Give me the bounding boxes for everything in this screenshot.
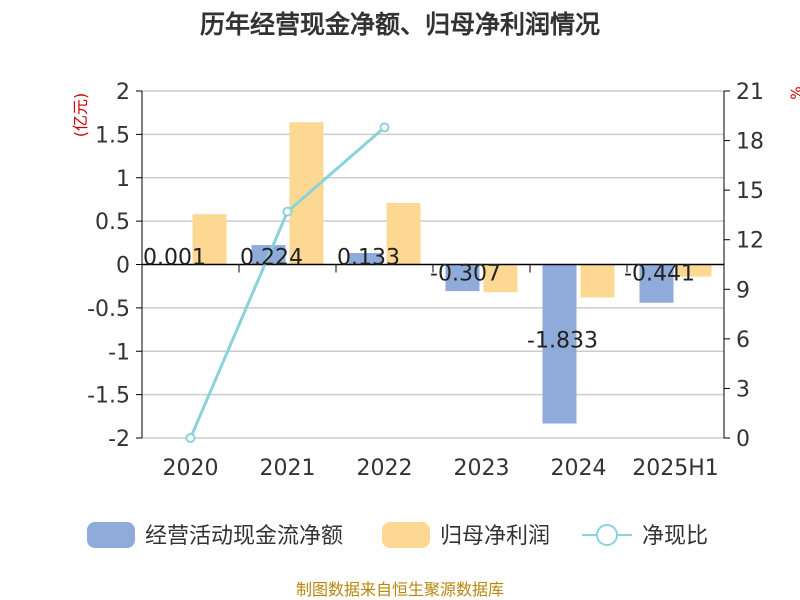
bar-cashflow — [639, 264, 674, 303]
data-labels: 0.001 0.224 0.133 -0.307 -1.833 -0.441 — [143, 246, 695, 354]
axes: 2 1.5 1 0.5 0 -0.5 -1 -1.5 -2 21 18 15 12 9 6 3 0 2020 202… — [87, 80, 764, 481]
bar-value-label: 0.001 — [143, 246, 206, 271]
right-axis-tick-label: 12 — [736, 229, 764, 254]
legend-label-cashflow: 经营活动现金流净额 — [145, 524, 343, 549]
bar-cashflow — [445, 264, 480, 292]
bar-value-label: -0.441 — [624, 262, 695, 287]
ratio-line — [189, 126, 386, 439]
x-axis-tick-label: 2025H1 — [632, 456, 719, 481]
x-axis-tick-label: 2024 — [551, 456, 607, 481]
ratio-point — [185, 433, 196, 443]
bar-profit — [580, 264, 615, 298]
right-axis-tick-label: 9 — [736, 278, 750, 303]
bar-profit — [386, 202, 421, 265]
x-axis-tick-label: 2022 — [357, 456, 413, 481]
left-axis-tick-label: -2 — [108, 427, 130, 452]
ratio-point — [282, 206, 293, 217]
left-axis-tick-label: 1.5 — [95, 123, 130, 148]
left-axis-tick-label: 2 — [116, 80, 130, 105]
left-axis-tick-label: 0.5 — [95, 210, 130, 235]
ratio-point — [379, 122, 390, 133]
right-axis-tick-label: 6 — [736, 328, 750, 353]
bar-value-label: -0.307 — [430, 262, 501, 287]
legend-swatch-cashflow — [87, 522, 135, 548]
bar-value-label: 0.224 — [240, 246, 303, 271]
left-axis-tick-label: 1 — [116, 167, 130, 192]
right-axis-tick-label: 18 — [736, 130, 764, 155]
chart-title: 历年经营现金净额、归母净利润情况 — [200, 10, 600, 39]
legend-swatch-profit — [382, 522, 430, 548]
legend-marker-ratio — [596, 524, 618, 546]
left-axis-tick-label: -0.5 — [87, 297, 130, 322]
legend-label-profit: 归母净利润 — [440, 524, 550, 549]
right-axis-tick-label: 0 — [736, 427, 750, 452]
x-axis-tick-label: 2021 — [260, 456, 316, 481]
bar-profit — [192, 214, 227, 265]
bar-series — [154, 122, 712, 424]
x-axis-tick-label: 2020 — [163, 456, 219, 481]
bar-cashflow — [542, 264, 577, 424]
grid-lines — [142, 90, 724, 439]
left-axis-tick-label: -1 — [108, 340, 130, 365]
bar-value-label: -1.833 — [527, 329, 598, 354]
bar-cashflow — [348, 252, 383, 265]
right-axis-unit: % — [789, 86, 800, 99]
left-axis-tick-label: -1.5 — [87, 384, 130, 409]
bar-value-label: 0.133 — [337, 246, 400, 271]
right-axis-tick-label: 3 — [736, 377, 750, 402]
legend: 经营活动现金流净额 归母净利润 净现比 — [87, 522, 708, 549]
left-axis-tick-label: 0 — [116, 254, 130, 279]
right-axis-tick-label: 15 — [736, 179, 764, 204]
x-axis-tick-label: 2023 — [454, 456, 510, 481]
legend-label-ratio: 净现比 — [642, 524, 708, 549]
left-axis-unit: (亿元) — [71, 93, 90, 138]
line-series — [185, 122, 390, 443]
bar-profit — [677, 264, 712, 277]
bar-profit — [483, 264, 518, 293]
source-note: 制图数据来自恒生聚源数据库 — [296, 580, 504, 599]
right-axis-tick-label: 21 — [736, 80, 764, 105]
